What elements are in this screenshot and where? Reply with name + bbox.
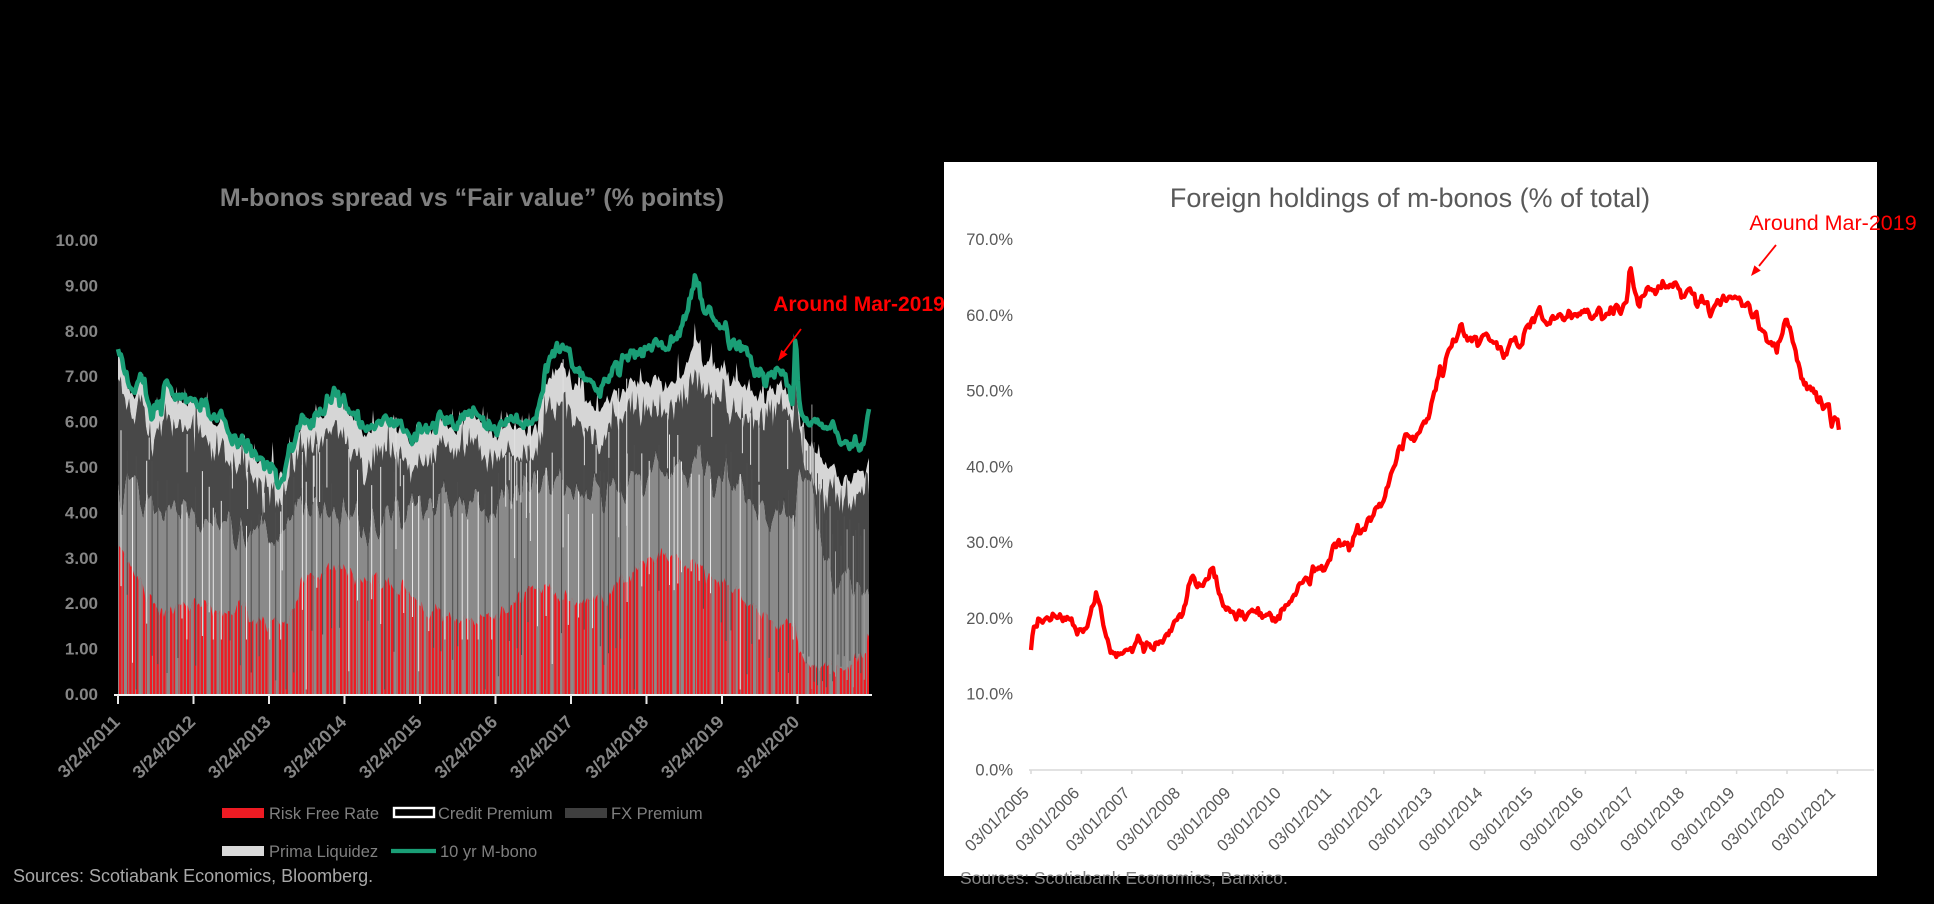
svg-text:5.00: 5.00 [65, 458, 98, 477]
svg-text:6.00: 6.00 [65, 413, 98, 432]
svg-text:70.0%: 70.0% [966, 231, 1013, 249]
svg-text:0.00: 0.00 [65, 685, 98, 704]
svg-text:10.00: 10.00 [55, 231, 98, 250]
svg-text:Foreign holdings of m-bonos (%: Foreign holdings of m-bonos (% of total) [1170, 183, 1650, 213]
svg-text:Risk Free Rate: Risk Free Rate [269, 805, 379, 823]
svg-text:10.0%: 10.0% [966, 686, 1013, 704]
svg-text:30.0%: 30.0% [966, 534, 1013, 552]
svg-text:Sources: Scotiabank Economics,: Sources: Scotiabank Economics, Banxico. [960, 868, 1288, 888]
svg-text:FX Premium: FX Premium [611, 805, 703, 823]
svg-text:0.0%: 0.0% [975, 762, 1013, 780]
svg-text:M-bonos spread vs “Fair value”: M-bonos spread vs “Fair value” (% points… [220, 184, 724, 212]
svg-text:Prima Liquidez: Prima Liquidez [269, 843, 378, 861]
svg-text:20.0%: 20.0% [966, 610, 1013, 628]
svg-text:Around Mar-2019: Around Mar-2019 [1749, 211, 1916, 235]
svg-text:40.0%: 40.0% [966, 458, 1013, 476]
svg-text:4.00: 4.00 [65, 503, 98, 522]
svg-text:3.00: 3.00 [65, 549, 98, 568]
svg-text:8.00: 8.00 [65, 322, 98, 341]
svg-text:Credit Premium: Credit Premium [438, 805, 553, 823]
svg-text:7.00: 7.00 [65, 367, 98, 386]
svg-text:60.0%: 60.0% [966, 307, 1013, 325]
svg-text:Sources: Scotiabank Economics,: Sources: Scotiabank Economics, Bloomberg… [13, 866, 373, 886]
svg-text:50.0%: 50.0% [966, 383, 1013, 401]
svg-text:2.00: 2.00 [65, 594, 98, 613]
svg-text:9.00: 9.00 [65, 276, 98, 295]
svg-text:1.00: 1.00 [65, 640, 98, 659]
svg-text:Around Mar-2019: Around Mar-2019 [773, 293, 945, 316]
svg-text:10 yr M-bono: 10 yr M-bono [440, 843, 537, 861]
